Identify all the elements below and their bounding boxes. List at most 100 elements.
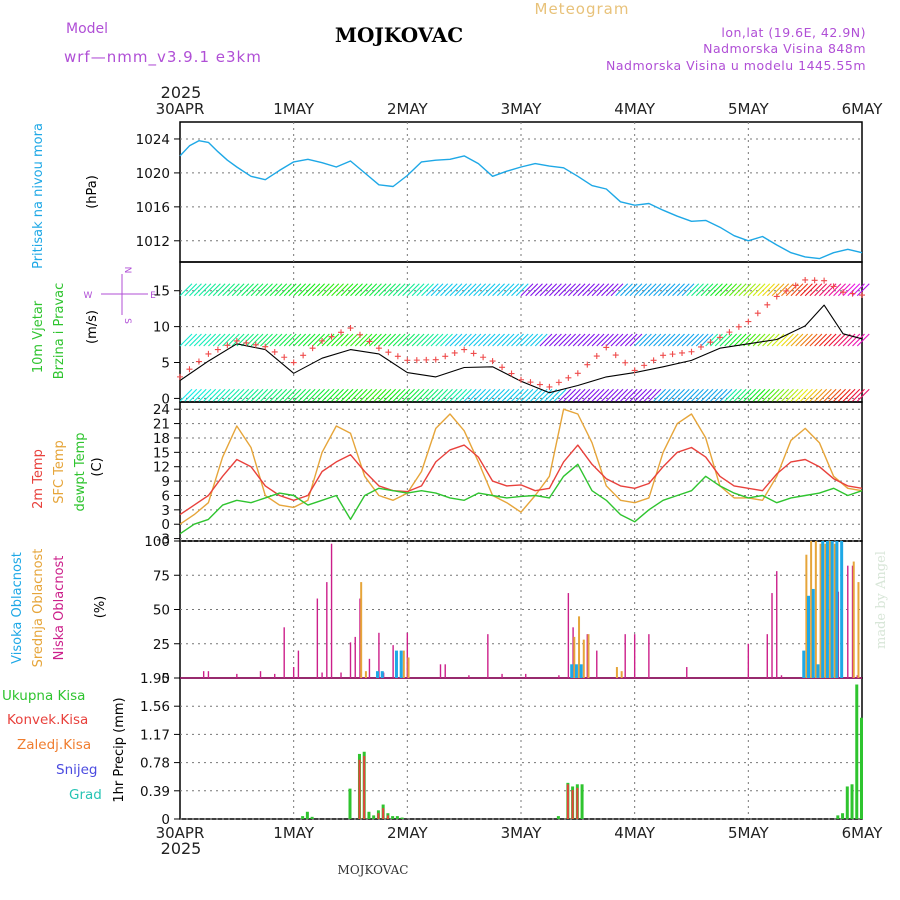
- wind-barb: [487, 283, 501, 297]
- cloud-bar: [780, 675, 783, 678]
- cloud-bar: [297, 650, 300, 678]
- cloud-bar: [399, 650, 403, 678]
- wind-barb: [639, 333, 652, 347]
- wind-barb: [615, 333, 629, 347]
- temp2m-label: 2m Temp: [31, 449, 46, 509]
- wind-barb: [454, 333, 468, 347]
- wind-barb: [766, 388, 780, 402]
- wind-barb: [733, 283, 747, 297]
- wind-gust-marker: [243, 339, 250, 346]
- wind-gust-marker: [470, 350, 477, 357]
- time-label-top: 3MAY: [501, 100, 543, 118]
- wind-gust-marker: [859, 292, 865, 299]
- wind-barb: [643, 388, 657, 402]
- wind-gust-marker: [612, 352, 619, 359]
- wind-barb: [364, 388, 378, 402]
- wind-barb: [425, 333, 439, 347]
- wind-barb: [648, 388, 662, 402]
- wind-barb: [577, 333, 591, 347]
- wind-barb: [629, 388, 643, 402]
- wind-barb: [563, 333, 577, 347]
- wind-gust-marker: [347, 325, 354, 332]
- wind-barb: [212, 333, 226, 347]
- wind-barb: [747, 388, 761, 402]
- wind-barb: [473, 388, 487, 402]
- precip-bar: [556, 816, 560, 819]
- precip-legend: Ukupna Kisa Konvek.Kisa Zaledj.Kisa Snijeg G…: [2, 688, 102, 803]
- wind-barb: [563, 283, 577, 297]
- wind-barb: [231, 283, 245, 297]
- wind-gust-marker: [603, 344, 610, 351]
- wind-barb: [250, 333, 264, 347]
- wind-barb: [454, 388, 468, 402]
- cloud-bar: [633, 634, 636, 678]
- precip-bar: [576, 787, 579, 819]
- wind-barb: [781, 283, 794, 297]
- footer-station: MOJKOVAC: [338, 863, 409, 877]
- wind-barb: [776, 283, 790, 297]
- wind-direction-bands: [179, 283, 870, 402]
- y-tick-label: 75: [153, 568, 170, 584]
- y-tick-label: 21: [153, 417, 170, 433]
- precip-legend-item: Konvek.Kisa: [7, 712, 88, 728]
- wind-barb: [814, 333, 828, 347]
- wind-barb: [818, 333, 832, 347]
- cloud-bar: [829, 541, 832, 678]
- wind-barb: [245, 388, 259, 402]
- wind-gust-marker: [641, 362, 648, 369]
- y-tick-label: 1020: [136, 166, 170, 182]
- high-cloud-label: Visoka Oblacnost: [10, 552, 25, 664]
- y-tick-label: 1012: [136, 234, 170, 250]
- wind-barb: [847, 333, 861, 347]
- wind-barb: [435, 333, 449, 347]
- wind-gust-marker: [309, 345, 316, 352]
- wind-barb: [402, 388, 415, 402]
- cloud-bar: [802, 650, 806, 678]
- cloud-bar: [259, 671, 262, 678]
- wind-barb: [312, 333, 326, 347]
- wind-barb: [795, 388, 809, 402]
- wind-barb: [463, 333, 477, 347]
- wind-barb: [705, 388, 719, 402]
- wind-barb: [440, 283, 453, 297]
- wind-barb: [184, 283, 198, 297]
- wind-barb: [733, 333, 747, 347]
- cloud-bar: [830, 541, 834, 678]
- wind-barb: [681, 333, 695, 347]
- wind-barb: [302, 333, 316, 347]
- wind-barb: [260, 333, 273, 347]
- wind-barb: [193, 333, 207, 347]
- wind-barb: [634, 283, 648, 297]
- wind-barb: [203, 388, 217, 402]
- y-tick-label: 0: [161, 517, 170, 533]
- wind-barb: [572, 333, 586, 347]
- cloud-bar: [207, 671, 210, 678]
- wind-barb: [492, 333, 505, 347]
- wind-barb: [667, 283, 681, 297]
- wind-barb: [373, 388, 387, 402]
- pressure-line: [179, 139, 863, 260]
- wind-barb: [416, 333, 430, 347]
- wind-barb: [302, 388, 316, 402]
- wind-barb: [667, 333, 681, 347]
- wind-barb: [539, 333, 553, 347]
- wind-barb: [766, 283, 780, 297]
- cloud-bar: [468, 675, 470, 678]
- wind-barb: [222, 283, 236, 297]
- wind-barb: [345, 283, 359, 297]
- wind-barb: [771, 333, 785, 347]
- wind-barb: [444, 388, 458, 402]
- wind-barb: [549, 283, 562, 297]
- wind-barb: [653, 388, 666, 402]
- wind-barb: [406, 388, 420, 402]
- y-tick-label: -3: [157, 532, 170, 548]
- wind-gust-marker: [622, 359, 629, 366]
- wind-barb: [724, 283, 738, 297]
- wind-barb: [700, 388, 714, 402]
- cloud-bar: [558, 675, 560, 678]
- wind-barb: [316, 283, 330, 297]
- wind-barb: [520, 388, 534, 402]
- wind-gust-marker: [679, 349, 686, 356]
- precip-bar: [860, 717, 863, 819]
